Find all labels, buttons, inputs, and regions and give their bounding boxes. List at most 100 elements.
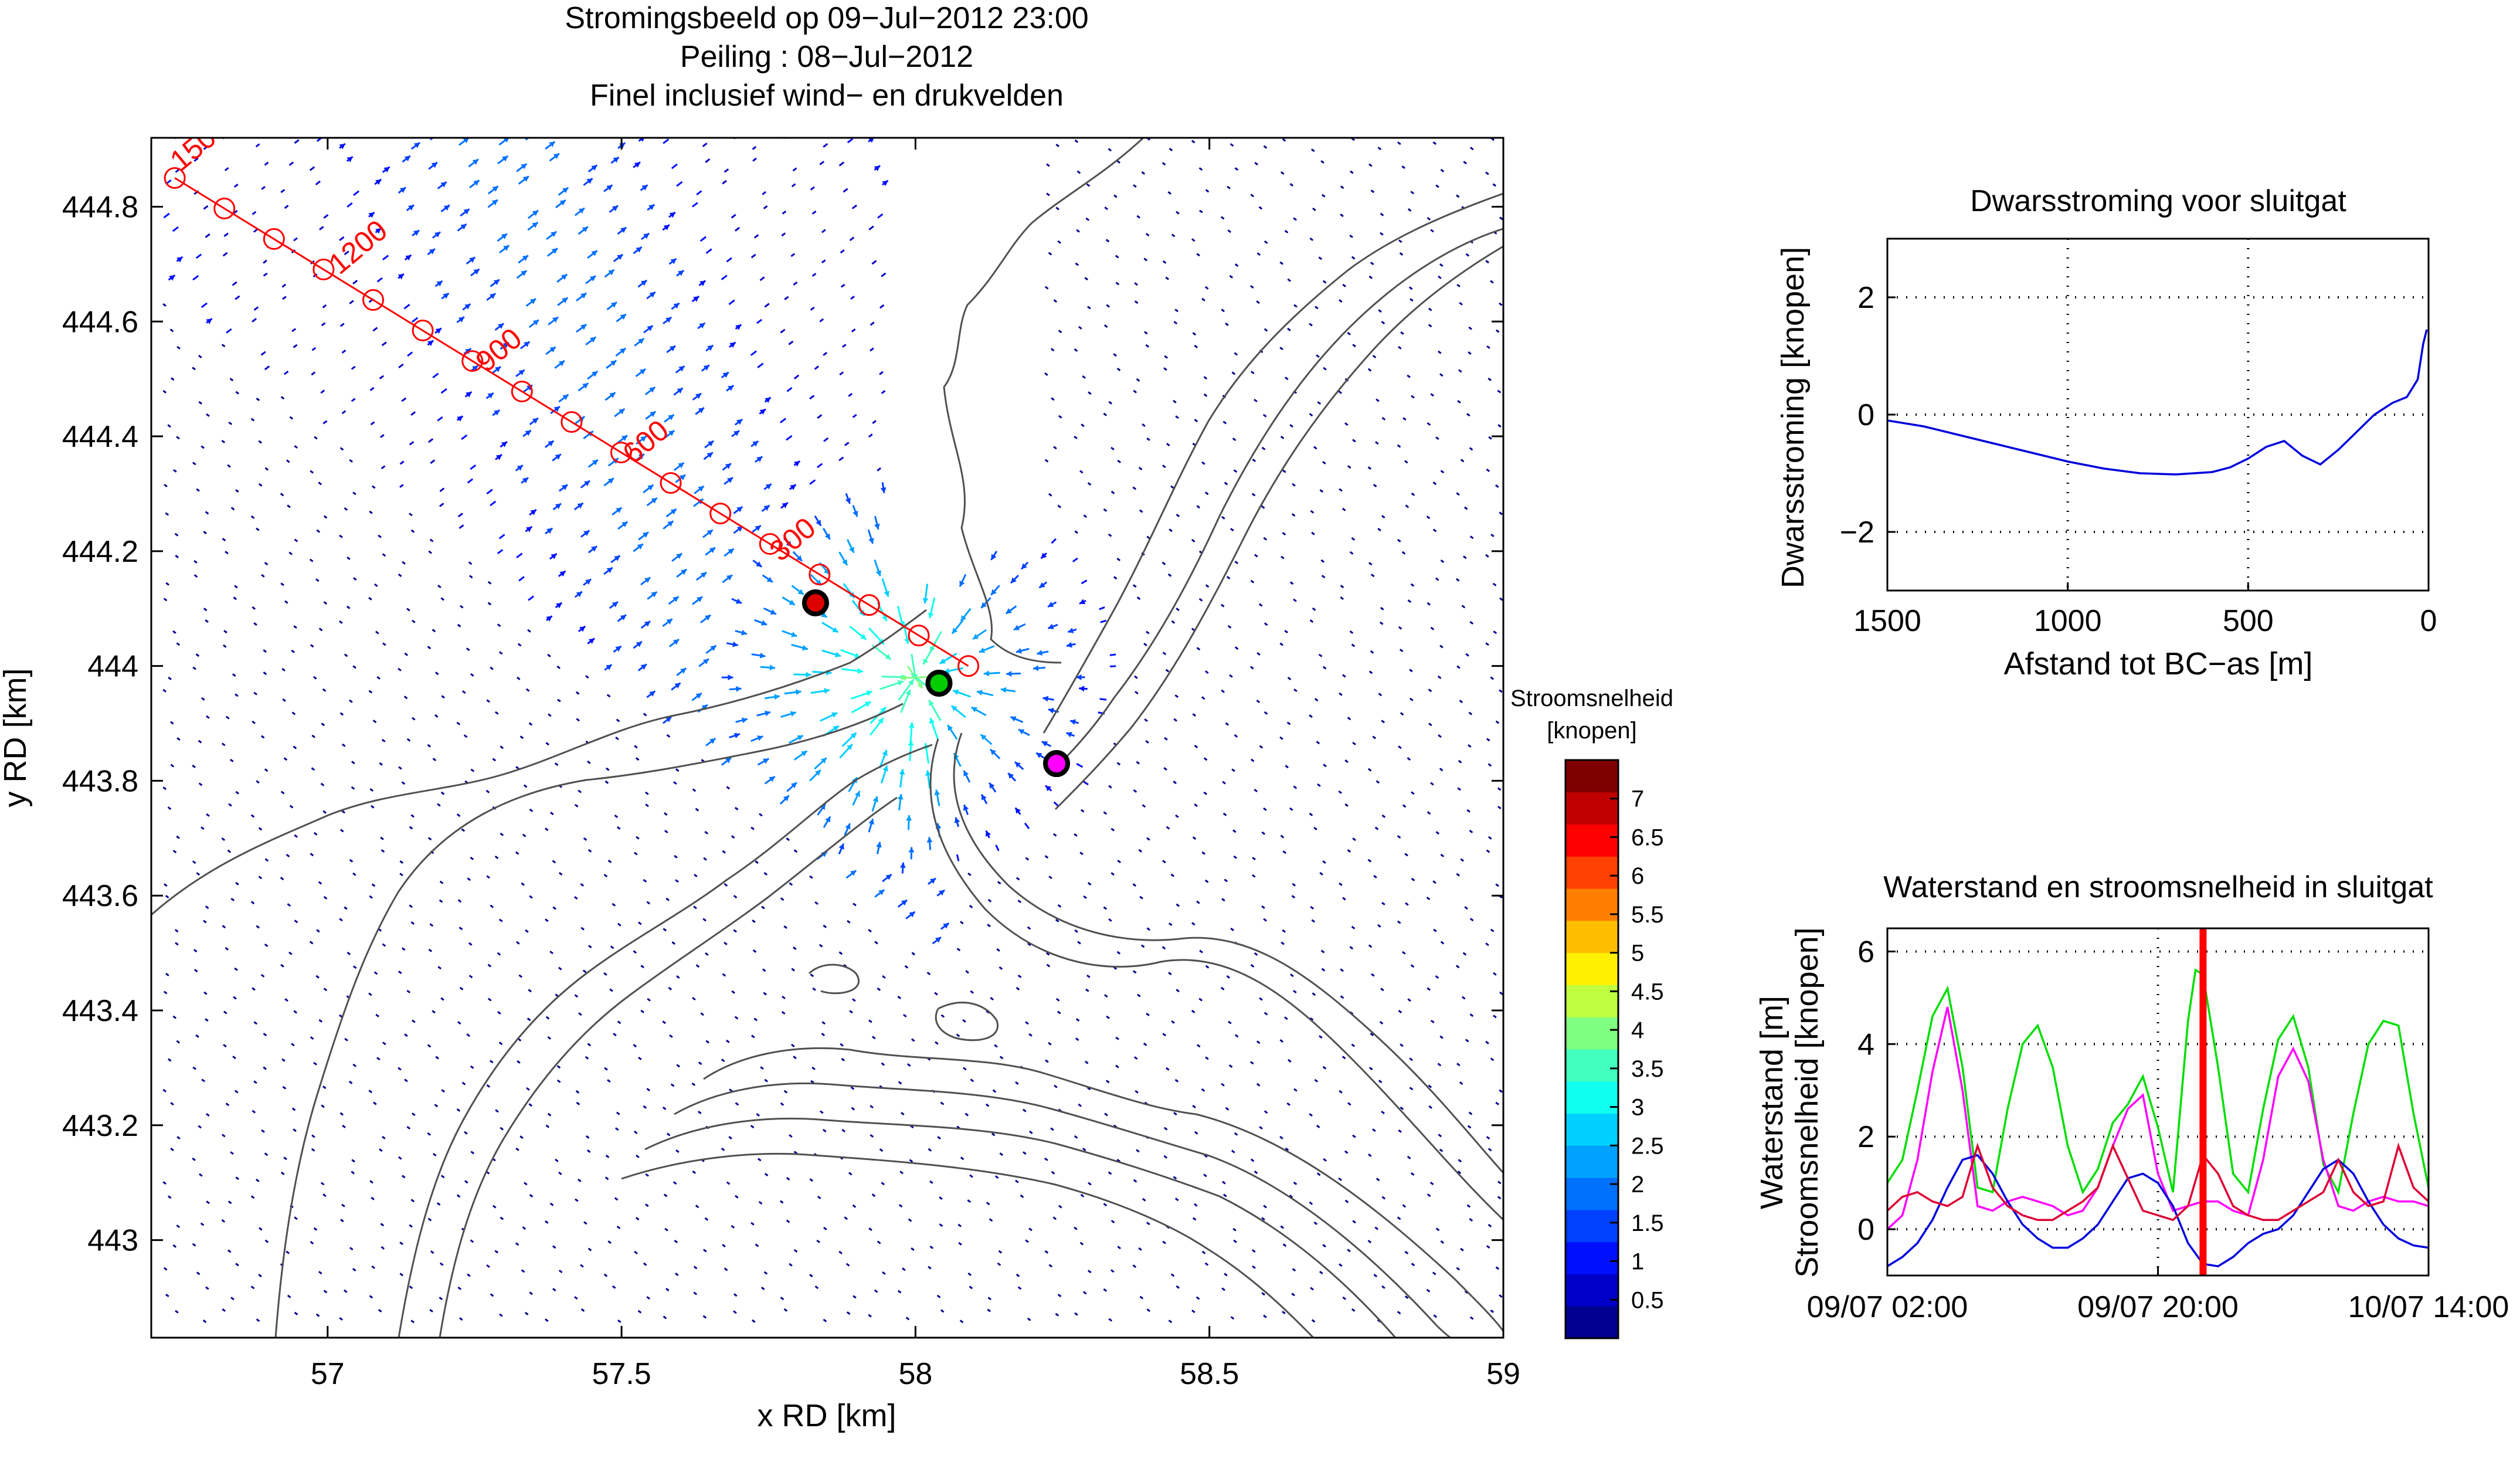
colorbar-segment (1565, 824, 1618, 857)
current-vector (1140, 944, 1145, 948)
current-vector (557, 698, 561, 703)
current-vector (351, 761, 355, 765)
current-vector (1204, 1262, 1209, 1266)
current-vector (289, 416, 294, 420)
current-vector (205, 511, 209, 515)
current-vector (1074, 139, 1079, 143)
current-vector (1309, 714, 1313, 718)
current-vector (344, 507, 348, 511)
current-vector (1234, 1034, 1239, 1038)
current-vector-head (1079, 686, 1085, 692)
current-vector (176, 1224, 181, 1229)
current-vector (1293, 785, 1298, 789)
current-vector-head (1041, 741, 1048, 747)
current-vector (1201, 851, 1206, 855)
current-vector-head (729, 342, 736, 348)
current-vector (1016, 877, 1020, 881)
current-vector (1427, 217, 1431, 221)
current-vector (1312, 207, 1316, 211)
current-vector (351, 1171, 355, 1175)
current-vector-head (649, 387, 656, 393)
current-vector (1170, 1273, 1175, 1277)
current-vector (552, 860, 556, 864)
current-vector (1133, 584, 1137, 588)
current-vector (1322, 860, 1326, 864)
current-vector (1319, 871, 1323, 876)
current-vector (467, 478, 474, 484)
current-vector (1469, 1316, 1474, 1320)
current-vector-head (954, 817, 960, 823)
current-vector (1463, 555, 1467, 559)
current-vector-head (614, 555, 620, 561)
current-vector (750, 1125, 755, 1129)
current-vector (811, 1066, 816, 1070)
current-vector (760, 1066, 764, 1070)
current-vector (1347, 717, 1351, 721)
current-vector (816, 463, 823, 469)
current-vector (440, 388, 447, 394)
current-vector-head (669, 345, 676, 352)
current-vector (1136, 378, 1140, 382)
current-vector (1017, 1286, 1022, 1290)
current-vector-head (668, 430, 675, 436)
current-vector (793, 281, 798, 286)
current-vector (1028, 1130, 1033, 1134)
current-vector (318, 881, 322, 885)
current-vector (344, 653, 348, 657)
current-vector (457, 899, 462, 903)
current-vector (1430, 393, 1435, 397)
current-vector (310, 1036, 314, 1040)
current-vector (206, 813, 210, 817)
current-vector-head (582, 383, 589, 389)
current-vector (1024, 822, 1030, 829)
current-vector (264, 365, 270, 371)
current-vector (235, 1263, 239, 1267)
current-vector (1398, 1010, 1402, 1014)
current-vector (1045, 1059, 1049, 1063)
current-vector (1086, 183, 1091, 187)
current-vector (518, 576, 525, 582)
current-vector-head (620, 615, 626, 620)
current-vector-head (176, 257, 183, 263)
current-vector (604, 780, 609, 784)
current-vector (461, 828, 466, 832)
current-vector (881, 1062, 885, 1066)
current-vector (409, 1224, 413, 1228)
current-vector (381, 849, 385, 853)
current-vector (1205, 965, 1210, 969)
current-vector-head (466, 392, 472, 398)
current-vector-head (1037, 650, 1043, 656)
current-vector (722, 850, 726, 854)
current-vector (585, 1056, 589, 1060)
current-vector (225, 1103, 230, 1107)
current-vector (640, 1009, 644, 1013)
current-vector (779, 418, 787, 423)
current-vector (280, 877, 284, 881)
current-vector (811, 211, 817, 215)
current-vector-head (845, 823, 851, 830)
current-vector (1342, 1296, 1347, 1300)
current-vector (310, 644, 314, 648)
current-vector (1342, 283, 1346, 287)
current-vector (294, 920, 298, 924)
current-vector (225, 715, 230, 720)
current-vector (232, 673, 236, 677)
current-vector-head (1076, 674, 1082, 680)
current-vector (643, 713, 647, 717)
current-vector (1397, 444, 1401, 448)
current-vector-head (980, 734, 987, 741)
current-vector-head (763, 758, 769, 764)
current-vector-head (816, 520, 821, 526)
current-vector (466, 647, 470, 652)
current-vector (574, 994, 579, 998)
current-vector (1261, 446, 1266, 450)
current-vector (486, 489, 493, 495)
current-vector (1291, 895, 1296, 899)
colorbar-segment (1565, 952, 1618, 985)
current-vector (1435, 436, 1439, 440)
current-vector (578, 789, 582, 793)
depth-contour (274, 703, 904, 1338)
current-vector-head (679, 474, 686, 481)
current-vector (1229, 674, 1233, 678)
current-vector (380, 836, 384, 840)
